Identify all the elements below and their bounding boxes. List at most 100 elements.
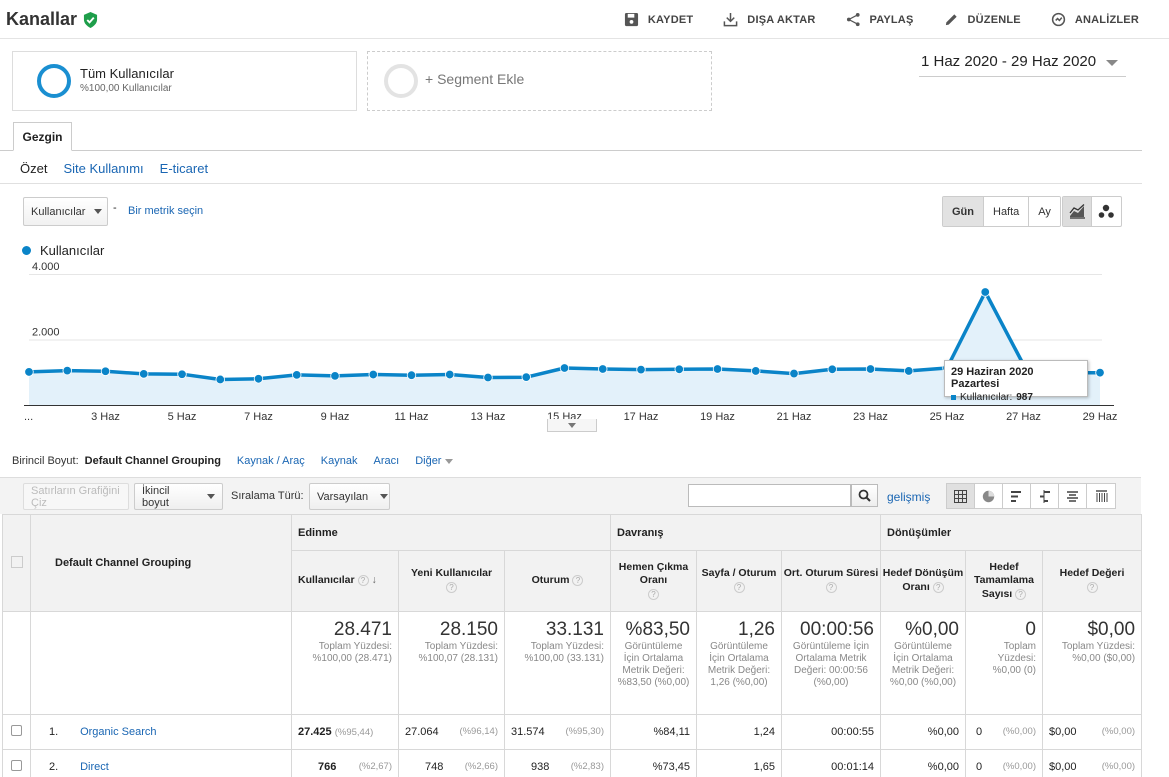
data-point[interactable] — [215, 374, 225, 385]
export-button[interactable]: DIŞA AKTAR — [723, 12, 815, 27]
subtab-divider — [0, 183, 1142, 184]
data-point[interactable] — [177, 369, 187, 379]
help-icon[interactable]: ? — [1086, 582, 1098, 593]
data-point[interactable] — [751, 366, 761, 376]
granularity-week[interactable]: Hafta — [984, 197, 1030, 226]
tab-explorer[interactable]: Gezgin — [13, 122, 72, 151]
help-icon[interactable]: ? — [1015, 588, 1027, 600]
data-point[interactable] — [368, 369, 378, 380]
segment-all-users[interactable]: Tüm Kullanıcılar %100,00 Kullanıcılar — [12, 51, 357, 111]
view-term-cloud-button[interactable] — [1059, 484, 1087, 508]
view-performance-button[interactable] — [1003, 484, 1031, 508]
view-pie-button[interactable] — [975, 484, 1003, 508]
row-channel-cell: 2. Direct — [30, 749, 292, 777]
help-icon[interactable]: ? — [357, 575, 369, 587]
help-icon[interactable]: ? — [932, 582, 944, 593]
data-point[interactable] — [330, 371, 340, 381]
data-point[interactable] — [406, 370, 417, 380]
view-comparison-button[interactable] — [1031, 484, 1059, 508]
data-point[interactable] — [636, 364, 646, 375]
select-all-checkbox[interactable] — [10, 555, 23, 568]
advanced-filter-link[interactable]: gelişmiş — [887, 490, 931, 504]
help-icon[interactable]: ? — [825, 582, 837, 593]
pick-metric-link[interactable]: Bir metrik seçin — [128, 205, 204, 217]
granularity-month[interactable]: Ay — [1029, 197, 1060, 226]
plot-rows-button[interactable]: Satırların Grafiğini Çiz — [23, 483, 129, 510]
dimension-source[interactable]: Kaynak — [320, 455, 358, 467]
col-pages-per-session[interactable]: Sayfa / Oturum ? — [696, 550, 782, 612]
group-conversions: Dönüşümler — [879, 514, 1143, 551]
col-avg-session-duration[interactable]: Ort. Oturum Süresi ? — [781, 550, 881, 612]
legend-label: Kullanıcılar — [40, 243, 105, 258]
data-point[interactable] — [483, 372, 493, 383]
motion-chart-button[interactable] — [1092, 197, 1121, 226]
row-completions: 0 (%0,00) — [965, 749, 1043, 777]
help-icon[interactable]: ? — [572, 575, 584, 587]
data-point[interactable] — [139, 369, 149, 379]
channel-link[interactable]: Direct — [80, 761, 109, 773]
col-sessions[interactable]: Oturum ? — [504, 550, 611, 612]
row-checkbox[interactable] — [11, 760, 22, 771]
data-point[interactable] — [445, 369, 455, 380]
row-checkbox[interactable] — [11, 725, 22, 736]
search-button[interactable] — [851, 484, 878, 507]
data-point[interactable] — [559, 363, 570, 373]
data-point[interactable] — [865, 364, 876, 374]
data-point[interactable] — [827, 364, 837, 375]
granularity-day[interactable]: Gün — [943, 197, 984, 226]
data-point[interactable] — [674, 364, 684, 375]
data-point[interactable] — [904, 366, 914, 376]
col-goal-completions[interactable]: Hedef Tamamlama Sayısı ? — [965, 550, 1043, 612]
channel-link[interactable]: Organic Search — [80, 726, 157, 738]
sort-desc-icon[interactable]: ↓ — [371, 574, 377, 587]
help-icon[interactable]: ? — [446, 582, 457, 593]
col-new-users[interactable]: Yeni Kullanıcılar? — [398, 550, 505, 612]
data-point[interactable] — [789, 368, 799, 379]
subtab-ecommerce[interactable]: E-ticaret — [159, 161, 209, 176]
insights-button[interactable]: ANALİZLER — [1051, 12, 1139, 27]
col-goal-conversion-rate[interactable]: Hedef Dönüşüm Oranı ? — [880, 550, 966, 612]
subtab-site-usage[interactable]: Site Kullanımı — [63, 161, 144, 176]
edit-button[interactable]: DÜZENLE — [944, 12, 1021, 27]
data-point[interactable] — [253, 374, 264, 384]
date-range-picker[interactable]: 1 Haz 2020 - 29 Haz 2020 — [921, 53, 1119, 70]
view-pivot-button[interactable] — [1087, 484, 1115, 508]
data-point[interactable] — [980, 287, 990, 297]
pivot-icon — [1095, 489, 1107, 502]
col-bounce-rate[interactable]: Hemen Çıkma Oranı? — [610, 550, 697, 612]
chevron-down-icon — [207, 494, 215, 499]
view-data-button[interactable] — [947, 484, 975, 508]
select-all-cell[interactable] — [2, 514, 31, 612]
table-search-input[interactable] — [688, 484, 851, 507]
add-segment-button[interactable]: + Segment Ekle — [367, 51, 712, 111]
subtab-summary[interactable]: Özet — [20, 161, 48, 176]
x-tick-label: 11 Haz — [394, 411, 428, 422]
data-point[interactable] — [24, 367, 34, 377]
col-goal-value[interactable]: Hedef Değeri? — [1041, 550, 1143, 612]
row-select-cell[interactable] — [2, 714, 31, 750]
col-users[interactable]: Kullanıcılar ? ↓ — [291, 550, 399, 612]
dimension-header[interactable]: Default Channel Grouping — [30, 514, 292, 612]
data-point[interactable] — [712, 364, 723, 374]
data-point[interactable] — [100, 366, 111, 376]
save-button[interactable]: KAYDET — [624, 12, 693, 27]
insights-label: ANALİZLER — [1074, 13, 1139, 26]
line-chart-button[interactable] — [1063, 197, 1092, 226]
secondary-dimension-select[interactable]: İkincil boyut — [134, 483, 223, 510]
row-new-users: 27.064 (%96,14) — [398, 714, 505, 750]
row-select-cell[interactable] — [2, 749, 31, 777]
sort-type-select[interactable]: Varsayılan — [309, 483, 390, 510]
data-point[interactable] — [598, 364, 608, 374]
data-point[interactable] — [62, 365, 72, 376]
data-point[interactable] — [292, 370, 302, 380]
dimension-other-dropdown[interactable]: Diğer — [415, 455, 454, 467]
data-point[interactable] — [521, 372, 531, 382]
dimension-medium[interactable]: Aracı — [373, 455, 400, 467]
collapse-chart-toggle[interactable] — [547, 419, 597, 432]
dimension-source-medium[interactable]: Kaynak / Araç — [236, 455, 305, 467]
help-icon[interactable]: ? — [648, 588, 659, 600]
metric-select[interactable]: Kullanıcılar — [23, 197, 108, 226]
data-point[interactable] — [1095, 367, 1105, 378]
share-button[interactable]: PAYLAŞ — [846, 12, 914, 27]
help-icon[interactable]: ? — [733, 582, 745, 593]
